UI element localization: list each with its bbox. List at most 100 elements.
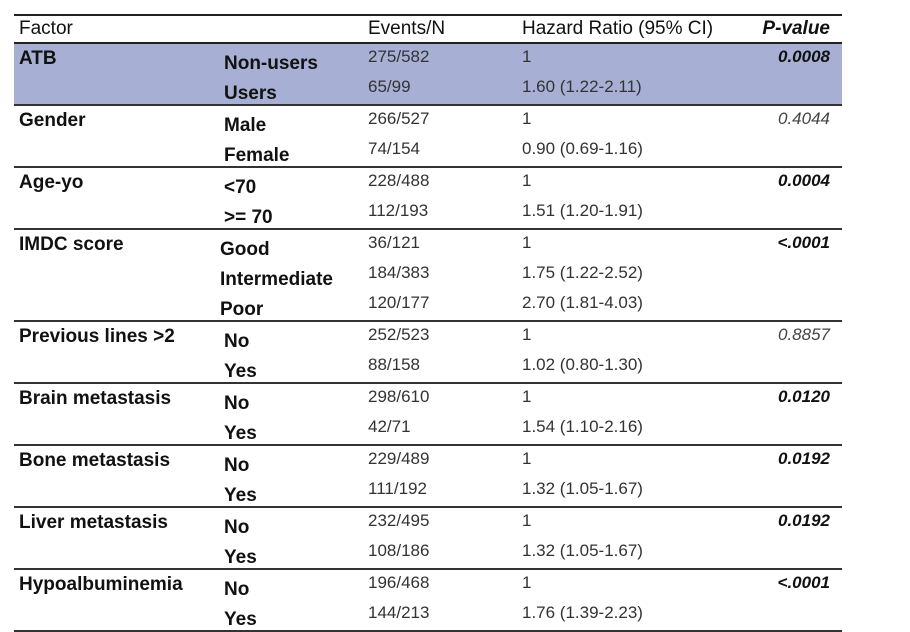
events-cell: 120/177 xyxy=(368,293,430,312)
hazard-ratio-cell: 1 xyxy=(522,573,532,592)
level-label: Yes xyxy=(224,485,257,506)
table-row: Yes 144/213 1.76 (1.39-2.23) xyxy=(14,600,842,630)
hazard-ratio-cell: 1.75 (1.22-2.52) xyxy=(522,263,643,282)
events-cell: 112/193 xyxy=(368,201,429,220)
factor-label: Age-yo xyxy=(19,172,84,193)
events-cell: 229/489 xyxy=(368,449,430,468)
level-label: Yes xyxy=(224,361,257,382)
table-row: Yes 42/71 1.54 (1.10-2.16) xyxy=(14,414,842,444)
level-label: No xyxy=(224,579,250,600)
events-cell: 232/495 xyxy=(368,511,430,530)
factor-group: Age-yo <70 228/488 1 0.0004 >= 70 112/193 1.51 … xyxy=(14,168,842,230)
hazard-ratio-cell: 1.76 (1.39-2.23) xyxy=(522,603,643,622)
factor-group: Liver metastasis No 232/495 1 0.0192 Yes 108/1… xyxy=(14,508,842,570)
level-label: Male xyxy=(224,115,267,136)
level-label: No xyxy=(224,517,250,538)
table-row: Poor 120/177 2.70 (1.81-4.03) xyxy=(14,290,842,320)
table-row: Hypoalbuminemia No 196/468 1 <.0001 xyxy=(14,570,842,600)
factor-label: Previous lines >2 xyxy=(19,326,175,347)
table-row: Bone metastasis No 229/489 1 0.0192 xyxy=(14,446,842,476)
events-cell: 266/527 xyxy=(368,109,430,128)
level-label: <70 xyxy=(224,177,257,198)
table-row: Liver metastasis No 232/495 1 0.0192 xyxy=(14,508,842,538)
events-cell: 65/99 xyxy=(368,77,411,96)
table-row: >= 70 112/193 1.51 (1.20-1.91) xyxy=(14,198,842,228)
table-row: Brain metastasis No 298/610 1 0.0120 xyxy=(14,384,842,414)
events-cell: 74/154 xyxy=(368,139,420,158)
hazard-ratio-cell: 1 xyxy=(522,233,532,252)
factor-label: Liver metastasis xyxy=(19,512,168,533)
table-header: Factor Events/N Hazard Ratio (95% CI) P-… xyxy=(14,14,842,44)
header-factor: Factor xyxy=(19,18,73,39)
hazard-ratio-cell: 1 xyxy=(522,387,532,406)
events-cell: 184/383 xyxy=(368,263,430,282)
level-label: No xyxy=(224,393,250,414)
hazard-ratio-cell: 1.51 (1.20-1.91) xyxy=(522,201,643,220)
hazard-ratio-cell: 1 xyxy=(522,325,532,344)
hazard-ratio-cell: 1 xyxy=(522,511,532,530)
factor-label: Bone metastasis xyxy=(19,450,171,471)
events-cell: 228/488 xyxy=(368,171,430,190)
hazard-ratio-cell: 2.70 (1.81-4.03) xyxy=(522,293,643,312)
slide-title-fragment xyxy=(0,0,910,10)
factor-group: Gender Male 266/527 1 0.4044 Female 74/154 0.90… xyxy=(14,106,842,168)
hazard-ratio-cell: 1 xyxy=(522,47,532,66)
table-row: ATB Non-users 275/582 1 0.0008 xyxy=(14,44,842,74)
p-value-cell: 0.8857 xyxy=(778,325,830,344)
factor-group: Brain metastasis No 298/610 1 0.0120 Yes 42/71… xyxy=(14,384,842,446)
events-cell: 108/186 xyxy=(368,541,430,560)
header-events: Events/N xyxy=(368,18,446,39)
level-label: Female xyxy=(224,145,290,166)
table-row: Female 74/154 0.90 (0.69-1.16) xyxy=(14,136,842,166)
events-cell: 88/158 xyxy=(368,355,420,374)
hazard-ratio-cell: 1.60 (1.22-2.11) xyxy=(522,77,642,96)
level-label: Non-users xyxy=(224,53,318,74)
factor-group: Hypoalbuminemia No 196/468 1 <.0001 Yes 144/21… xyxy=(14,570,842,632)
hazard-ratio-cell: 0.90 (0.69-1.16) xyxy=(522,139,643,158)
level-label: No xyxy=(224,455,250,476)
table-row: Previous lines >2 No 252/523 1 0.8857 xyxy=(14,322,842,352)
table-row: Yes 111/192 1.32 (1.05-1.67) xyxy=(14,476,842,506)
factor-group: IMDC score Good 36/121 1 <.0001 Intermediate 1… xyxy=(14,230,842,322)
events-cell: 275/582 xyxy=(368,47,430,66)
hazard-ratio-cell: 1 xyxy=(522,449,532,468)
level-label: Yes xyxy=(224,547,257,568)
p-value-cell: 0.4044 xyxy=(778,109,830,128)
level-label: Users xyxy=(224,83,277,104)
factor-label: Gender xyxy=(19,110,86,131)
hazard-ratio-cell: 1 xyxy=(522,109,532,128)
events-cell: 42/71 xyxy=(368,417,411,436)
factor-label: ATB xyxy=(19,48,57,69)
table-row: Users 65/99 1.60 (1.22-2.11) xyxy=(14,74,842,104)
table-row: IMDC score Good 36/121 1 <.0001 xyxy=(14,230,842,260)
table-row: Yes 108/186 1.32 (1.05-1.67) xyxy=(14,538,842,568)
level-label: Poor xyxy=(220,299,264,320)
events-cell: 298/610 xyxy=(368,387,430,406)
table-body: ATB Non-users 275/582 1 0.0008 Users 65/99 1.60… xyxy=(14,44,842,632)
events-cell: 252/523 xyxy=(368,325,430,344)
hazard-ratio-cell: 1.54 (1.10-2.16) xyxy=(522,417,643,436)
header-hazard-ratio: Hazard Ratio (95% CI) xyxy=(522,18,714,39)
table-row: Intermediate 184/383 1.75 (1.22-2.52) xyxy=(14,260,842,290)
p-value-cell: <.0001 xyxy=(777,233,830,252)
level-label: >= 70 xyxy=(224,207,273,228)
events-cell: 111/192 xyxy=(368,479,427,498)
p-value-cell: 0.0192 xyxy=(778,449,830,468)
p-value-cell: 0.0008 xyxy=(778,47,830,66)
factor-label: IMDC score xyxy=(19,234,124,255)
hazard-ratio-cell: 1.02 (0.80-1.30) xyxy=(522,355,643,374)
events-cell: 144/213 xyxy=(368,603,430,622)
level-label: Intermediate xyxy=(220,269,333,290)
factor-group: Previous lines >2 No 252/523 1 0.8857 Yes 88/1… xyxy=(14,322,842,384)
table-row: Yes 88/158 1.02 (0.80-1.30) xyxy=(14,352,842,382)
p-value-cell: 0.0004 xyxy=(778,171,830,190)
level-label: No xyxy=(224,331,250,352)
level-label: Yes xyxy=(224,609,257,630)
hazard-ratio-cell: 1.32 (1.05-1.67) xyxy=(522,479,643,498)
hazard-ratio-table: Factor Events/N Hazard Ratio (95% CI) P-… xyxy=(14,14,842,632)
table-row: Age-yo <70 228/488 1 0.0004 xyxy=(14,168,842,198)
table-row: Gender Male 266/527 1 0.4044 xyxy=(14,106,842,136)
factor-group: ATB Non-users 275/582 1 0.0008 Users 65/99 1.60… xyxy=(14,44,842,106)
p-value-cell: 0.0120 xyxy=(778,387,830,406)
hazard-ratio-cell: 1 xyxy=(522,171,532,190)
